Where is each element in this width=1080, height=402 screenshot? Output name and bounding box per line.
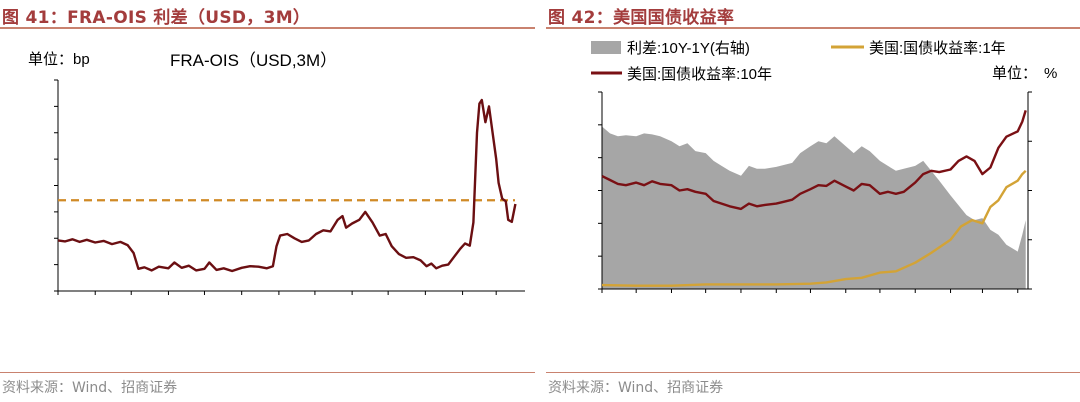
chart-title: FRA-OIS（USD,3M） [170, 51, 337, 70]
unit-value: % [1044, 65, 1057, 82]
legend-label-1y: 美国:国债收益率:1年 [869, 40, 1006, 57]
legend-swatch-spread [591, 41, 621, 54]
legend-label-spread: 利差:10Y-1Y(右轴) [627, 40, 750, 57]
source-divider [546, 372, 1080, 373]
fra-ois-chart: 单位：bp FRA-OIS（USD,3M） [28, 51, 525, 295]
source-note: 资料来源：Wind、招商证券 [548, 380, 724, 396]
unit-label: 单位： [992, 65, 1037, 82]
ust-yield-figure: 图 42：美国国债收益率 利差:10Y-1Y(右轴) 美国:国债收益率:1年 美… [546, 0, 1080, 402]
figure-41-title: 图 41：FRA-OIS 利差（USD，3M） [2, 8, 311, 28]
ust-yield-chart: 利差:10Y-1Y(右轴) 美国:国债收益率:1年 美国:国债收益率:10年 单… [591, 40, 1057, 293]
figure-42-title: 图 42：美国国债收益率 [548, 8, 735, 28]
unit-label: 单位：bp [28, 51, 90, 68]
spread-area-series [602, 126, 1026, 289]
us-1y-yield-line [601, 169, 1027, 287]
fra-ois-series-line [57, 98, 517, 273]
fra-ois-figure: 图 41：FRA-OIS 利差（USD，3M） 单位：bp FRA-OIS（US… [0, 0, 535, 402]
source-divider [0, 372, 535, 373]
source-note: 资料来源：Wind、招商证券 [2, 380, 178, 396]
legend-label-10y: 美国:国债收益率:10年 [627, 66, 772, 83]
title-divider [546, 27, 1080, 29]
title-divider [0, 27, 535, 29]
us-10y-yield-line [601, 110, 1027, 211]
